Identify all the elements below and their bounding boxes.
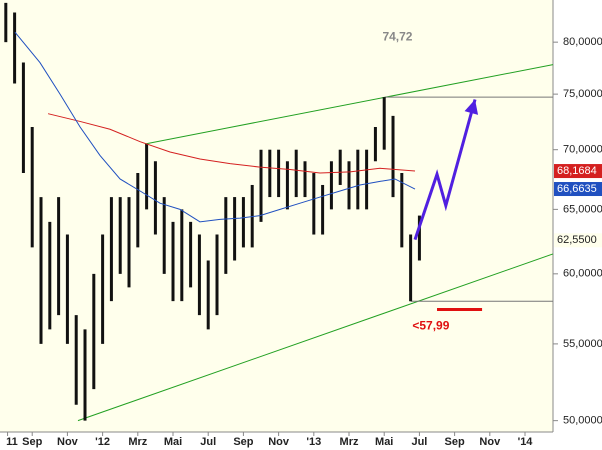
y-tick-label: 50,0000 [563,415,602,427]
last-value-label: 68,1684 [557,165,597,177]
y-tick-label: 70,0000 [563,144,602,156]
last-value-box [554,164,602,179]
y-tick-label: 65,0000 [563,203,602,215]
x-tick-label: Nov [268,436,290,448]
close-box [554,233,602,248]
x-tick-label: Jul [200,436,216,448]
x-tick-label: Mai [164,436,182,448]
trendline [77,253,554,422]
y-tick-label: 80,0000 [563,36,602,48]
x-tick-label: Mrz [128,436,147,448]
last-value-label: 66,6635 [557,183,597,195]
x-tick-label: '12 [95,436,110,448]
y-tick-label: 75,0000 [563,88,602,100]
last-value-box [554,182,602,197]
moving-average [14,31,416,223]
close-label: 62,5500 [557,234,597,246]
x-tick-label: Sep [22,436,42,448]
y-tick-label: 55,0000 [563,338,602,350]
x-tick-label: Nov [479,436,501,448]
moving-average [47,113,416,174]
x-tick-label: Sep [233,436,253,448]
x-tick-label: Mrz [340,436,359,448]
forecast-arrow [413,99,477,241]
x-tick-label: Sep [445,436,465,448]
annotation: <57,99 [412,319,449,333]
y-tick-label: 60,0000 [563,268,602,280]
x-tick-label: '13 [306,436,321,448]
x-tick-label: 11 [6,436,18,448]
arrow-head [464,99,479,115]
annotation: 74,72 [382,29,412,43]
x-tick-label: Jul [411,436,427,448]
trendline [144,64,554,145]
x-tick-label: Nov [57,436,79,448]
plot-area [0,0,553,432]
x-tick-label: Mai [375,436,393,448]
x-tick-label: '14 [518,436,534,448]
